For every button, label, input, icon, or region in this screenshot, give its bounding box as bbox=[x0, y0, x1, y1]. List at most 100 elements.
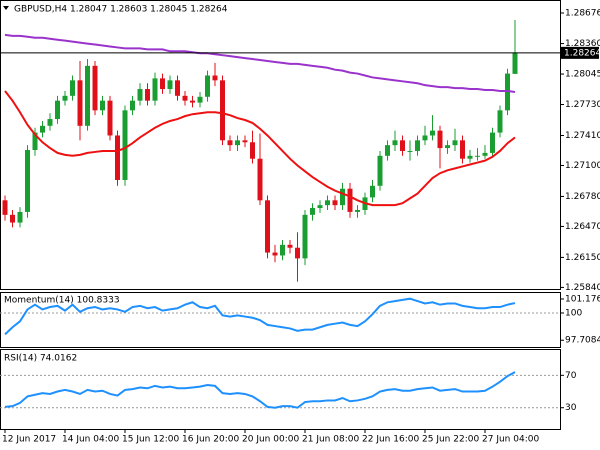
x-tick-label: 25 Jun 22:00 bbox=[422, 435, 479, 445]
candle-body bbox=[512, 52, 518, 74]
candle-body bbox=[482, 152, 488, 156]
candle-body bbox=[2, 200, 8, 215]
x-tick-label: 20 Jun 00:00 bbox=[242, 435, 299, 445]
momentum-title: Momentum(14) 100.8333 bbox=[4, 296, 120, 306]
candle-body bbox=[25, 149, 30, 212]
moving-average bbox=[4, 90, 516, 207]
y-tick-label: 1.28360 bbox=[565, 39, 600, 49]
candle-body bbox=[242, 140, 248, 143]
candle-body bbox=[175, 80, 180, 96]
candle-body bbox=[70, 80, 75, 96]
y-tick-label: 101.1768 bbox=[565, 294, 600, 304]
candle-body bbox=[272, 252, 278, 256]
candle-body bbox=[295, 247, 300, 259]
y-tick-label: 1.27410 bbox=[565, 131, 600, 141]
y-tick-label: 1.26780 bbox=[565, 192, 600, 202]
candle-body bbox=[160, 78, 165, 90]
x-tick-label: 21 Jun 08:00 bbox=[302, 435, 359, 445]
candle-body bbox=[257, 158, 263, 201]
candle-body bbox=[317, 205, 323, 209]
rsi-title: RSI(14) 74.0162 bbox=[4, 354, 77, 364]
marks: 1.28676 1.28360 1.28045 1.27730 1.27410 1.271… bbox=[0, 8, 600, 445]
indicator-line bbox=[4, 371, 516, 409]
candle-body bbox=[415, 140, 420, 151]
moving-average bbox=[4, 33, 516, 93]
y-tick-label: 1.25840 bbox=[565, 283, 600, 293]
candle-body bbox=[407, 150, 413, 152]
candle-body bbox=[347, 188, 353, 212]
price-label-box bbox=[561, 46, 599, 59]
candle-body bbox=[265, 200, 270, 253]
candle-body bbox=[85, 65, 90, 126]
candle-body bbox=[10, 214, 15, 223]
candle-body bbox=[152, 78, 158, 101]
x-tick-label: 16 Jun 20:00 bbox=[182, 435, 239, 445]
candle-body bbox=[452, 140, 458, 146]
y-tick-label: 30 bbox=[565, 403, 577, 413]
candle-body bbox=[182, 95, 188, 101]
y-tick-label: 1.28676 bbox=[565, 8, 600, 18]
price-label: 1.28264 bbox=[564, 48, 600, 58]
candle-body bbox=[490, 132, 495, 153]
candle-body bbox=[122, 110, 128, 180]
y-tick-label: 1.26470 bbox=[565, 222, 600, 232]
candle-body bbox=[130, 100, 135, 111]
candle-body bbox=[437, 130, 443, 149]
candle-body bbox=[392, 140, 398, 146]
candle-body bbox=[340, 188, 345, 206]
candle-body bbox=[385, 145, 390, 156]
candle-body bbox=[145, 89, 150, 101]
candle-body bbox=[137, 89, 143, 101]
candle-body bbox=[497, 110, 503, 133]
candle-body bbox=[205, 75, 210, 97]
candle-body bbox=[460, 140, 465, 159]
candle-body bbox=[190, 100, 195, 103]
candle-body bbox=[430, 130, 435, 136]
candle-body bbox=[92, 65, 98, 111]
candle-body bbox=[400, 140, 405, 151]
price-panel bbox=[0, 0, 561, 290]
y-tick-label: 97.7084 bbox=[565, 336, 600, 346]
y-tick-label: 1.28045 bbox=[565, 70, 600, 80]
rsi-panel bbox=[0, 349, 561, 430]
candle-body bbox=[55, 100, 60, 120]
candle-body bbox=[167, 80, 173, 90]
x-tick-label: 27 Jun 04:00 bbox=[482, 435, 539, 445]
indicator-line bbox=[4, 297, 516, 336]
candle-body bbox=[235, 140, 240, 146]
candle-body bbox=[107, 100, 113, 136]
candle-body bbox=[227, 140, 233, 146]
candle-body bbox=[220, 80, 225, 141]
candle-body bbox=[280, 244, 285, 256]
candle-body bbox=[475, 155, 480, 157]
y-tick-label: 1.27100 bbox=[565, 161, 600, 171]
candle-body bbox=[445, 145, 450, 149]
candle-body bbox=[302, 214, 308, 259]
y-tick-label: 70 bbox=[565, 371, 577, 381]
candle-body bbox=[115, 135, 120, 180]
x-tick-label: 22 Jun 16:00 bbox=[362, 435, 419, 445]
y-tick-label: 1.26150 bbox=[565, 253, 600, 263]
menu-icon bbox=[3, 6, 9, 10]
candle-body bbox=[197, 96, 203, 103]
y-tick-label: 1.27730 bbox=[565, 100, 600, 110]
momentum-panel bbox=[0, 292, 561, 348]
candle-body bbox=[17, 211, 23, 223]
candle-body bbox=[325, 200, 330, 206]
x-tick-label: 14 Jun 04:00 bbox=[62, 435, 119, 445]
candle-body bbox=[422, 135, 428, 141]
candle-body bbox=[287, 244, 293, 248]
candle-body bbox=[40, 125, 45, 133]
candle-body bbox=[77, 80, 83, 126]
candle-body bbox=[467, 155, 473, 159]
candle-body bbox=[310, 208, 315, 215]
x-tick-label: 12 Jun 2017 bbox=[2, 435, 56, 445]
candle-body bbox=[355, 209, 360, 212]
candle-body bbox=[212, 75, 218, 81]
x-tick-label: 15 Jun 12:00 bbox=[122, 435, 179, 445]
candle-body bbox=[100, 100, 105, 111]
candle-body bbox=[332, 200, 338, 206]
y-tick-label: 100 bbox=[565, 308, 582, 318]
candle-body bbox=[370, 185, 375, 198]
